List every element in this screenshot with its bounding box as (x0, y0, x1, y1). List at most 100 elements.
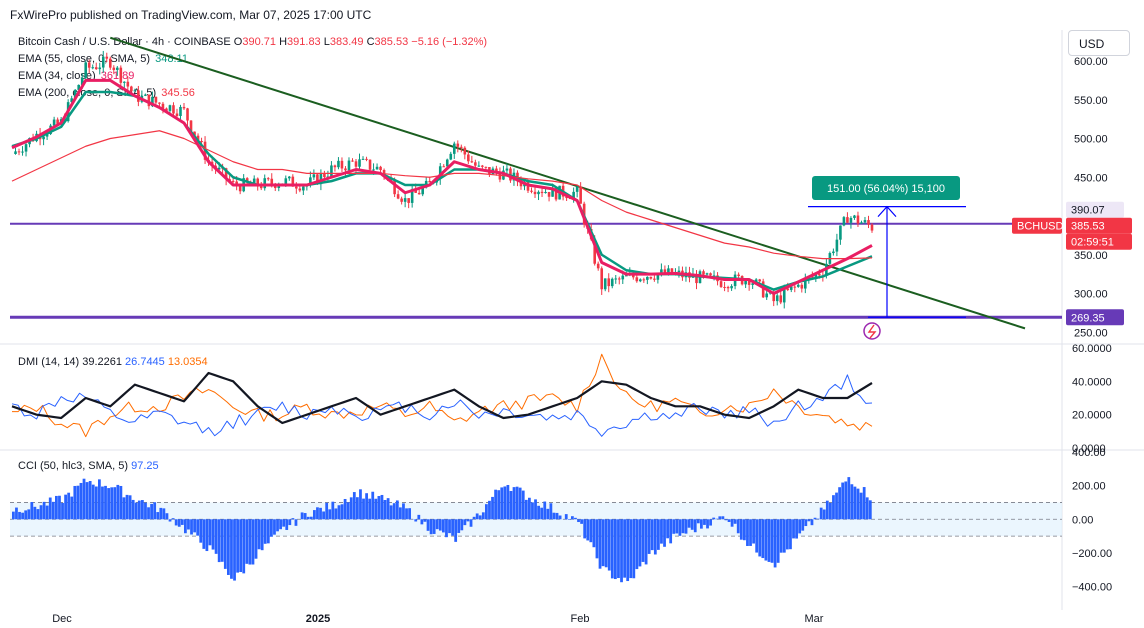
cci-bar (153, 502, 156, 519)
candle-body (120, 68, 123, 83)
candle-body (611, 279, 614, 286)
cci-bar (147, 507, 150, 519)
cci-bar (67, 493, 70, 520)
candle-body (618, 278, 621, 279)
candle-body (400, 199, 403, 202)
cci-bar (261, 519, 264, 550)
cci-tick-label: 0.00 (1072, 514, 1093, 526)
cci-bar (614, 519, 617, 579)
cci-bar (338, 505, 341, 519)
cci-bar (325, 503, 328, 519)
cci-bar (808, 519, 811, 521)
cci-bar (847, 477, 850, 519)
cci-bar (841, 483, 844, 520)
cci-bar (181, 519, 184, 525)
cci-bar (353, 492, 356, 519)
cci-bar (617, 519, 620, 578)
cci-bar (73, 486, 76, 519)
cci-bar (593, 519, 596, 547)
candle-body (456, 144, 459, 147)
candle-body (105, 57, 108, 59)
cci-bar (583, 519, 586, 538)
cci-bar (224, 519, 227, 569)
cci-bar (703, 519, 706, 525)
cci-bar (835, 493, 838, 520)
candle-body (783, 289, 786, 303)
cci-bar (209, 519, 212, 545)
ema55-line (12, 92, 872, 290)
candle-body (263, 178, 266, 188)
cci-bar (365, 493, 368, 519)
cci-bar (795, 519, 798, 538)
candle-body (88, 62, 91, 67)
top-level-tag: 390.07 (1071, 205, 1105, 217)
candle-body (793, 287, 796, 288)
candle-body (836, 240, 839, 252)
countdown-tag: 02:59:51 (1071, 237, 1114, 249)
candle-body (867, 220, 870, 225)
cci-bar (642, 519, 645, 562)
cci-bar (381, 495, 384, 519)
cci-bar (270, 519, 273, 536)
x-axis-label: Mar (805, 613, 824, 625)
cci-bar (34, 507, 37, 519)
cci-bar (347, 502, 350, 519)
cci-bar (64, 495, 67, 520)
cci-bar (144, 503, 147, 520)
cci-bar (620, 519, 623, 582)
cci-bar (706, 519, 709, 528)
candle-body (727, 287, 730, 288)
candle-body (155, 97, 158, 103)
cci-bar (252, 519, 255, 564)
cci-bar (319, 508, 322, 519)
cci-bar (568, 519, 571, 520)
cci-bar (580, 519, 583, 524)
candle-body (604, 278, 607, 289)
cci-bar (854, 487, 857, 520)
candle-body (186, 108, 189, 120)
candle-body (846, 217, 849, 223)
cci-bar (798, 519, 801, 533)
cci-bar (525, 500, 528, 519)
cci-bar (829, 503, 832, 519)
cci-bar (49, 498, 52, 520)
cci-bar (267, 519, 270, 543)
cci-bar (448, 519, 451, 533)
cci-bar (27, 509, 30, 519)
cci-bar (442, 519, 445, 532)
cci-bar (89, 481, 92, 519)
cci-bar (387, 498, 390, 519)
cci-bar (129, 495, 132, 519)
cci-bar (491, 497, 494, 519)
candle-body (706, 273, 709, 274)
cci-bar (37, 509, 40, 519)
candle-body (355, 161, 358, 166)
cci-bar (507, 485, 510, 519)
candle-body (123, 82, 126, 83)
cci-bar (169, 519, 172, 521)
cci-bar (292, 518, 295, 519)
candle-body (53, 120, 56, 126)
candle-body (857, 216, 860, 224)
cci-bar (110, 487, 113, 519)
cci-bar (476, 513, 479, 519)
cci-bar (626, 519, 629, 581)
cci-bar (464, 519, 467, 525)
candle-body (485, 167, 488, 168)
cci-bar (559, 516, 562, 520)
cci-bar (341, 504, 344, 519)
cci-bar (522, 491, 525, 520)
cci-bar (335, 508, 338, 519)
candle-body (341, 161, 344, 169)
candle-body (864, 220, 867, 222)
candle-body (418, 193, 421, 194)
cci-bar (80, 483, 83, 519)
cci-bar (408, 508, 411, 519)
cci-bar (556, 513, 559, 519)
candle-body (376, 167, 379, 170)
cci-bar (651, 519, 654, 550)
cci-bar (749, 519, 752, 546)
cci-bar (519, 488, 522, 520)
cci-bar (863, 487, 866, 519)
